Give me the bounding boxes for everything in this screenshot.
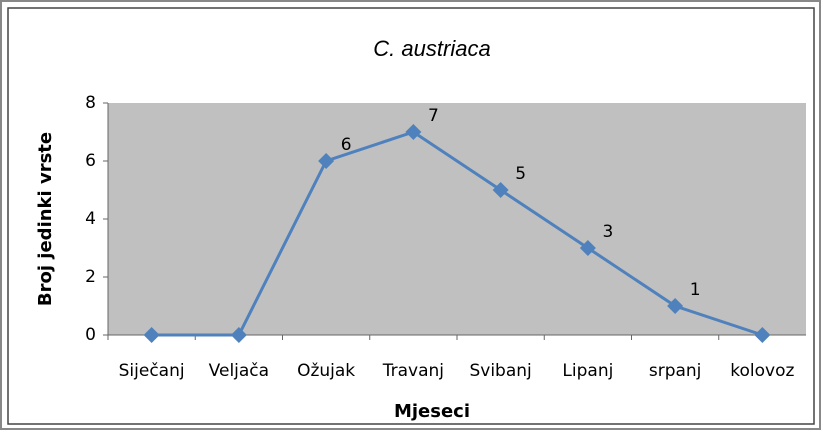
x-tick-label: Lipanj bbox=[562, 361, 613, 381]
y-tick-label: 2 bbox=[85, 267, 96, 287]
data-point bbox=[318, 153, 335, 169]
data-point bbox=[667, 298, 684, 314]
x-axis-label: Mjeseci bbox=[394, 401, 470, 422]
data-point bbox=[754, 327, 771, 343]
y-axis-label: Broj jedinki vrste bbox=[35, 132, 56, 306]
x-tick-label: Ožujak bbox=[297, 361, 355, 381]
y-tick-label: 0 bbox=[85, 325, 96, 345]
data-point bbox=[143, 327, 160, 343]
data-label: 3 bbox=[602, 222, 613, 242]
data-point bbox=[492, 182, 509, 198]
x-tick-label: Siječanj bbox=[119, 361, 185, 381]
y-tick-label: 8 bbox=[85, 93, 96, 113]
data-point bbox=[405, 124, 422, 140]
chart-title: C. austriaca bbox=[373, 36, 490, 61]
x-tick-label: kolovoz bbox=[730, 361, 794, 381]
data-point bbox=[579, 240, 596, 256]
data-point bbox=[230, 327, 247, 343]
y-tick-label: 4 bbox=[85, 209, 96, 229]
y-tick-label: 6 bbox=[85, 151, 96, 171]
data-label: 6 bbox=[341, 135, 352, 155]
x-tick-label: srpanj bbox=[649, 361, 702, 381]
data-label: 7 bbox=[428, 106, 439, 126]
x-tick-label: Svibanj bbox=[469, 361, 531, 381]
x-tick-label: Veljača bbox=[209, 361, 269, 381]
x-tick-label: Travanj bbox=[382, 361, 444, 381]
plot-area bbox=[108, 103, 806, 335]
data-label: 5 bbox=[515, 164, 526, 184]
data-label: 1 bbox=[690, 280, 701, 300]
data-line bbox=[151, 130, 763, 337]
